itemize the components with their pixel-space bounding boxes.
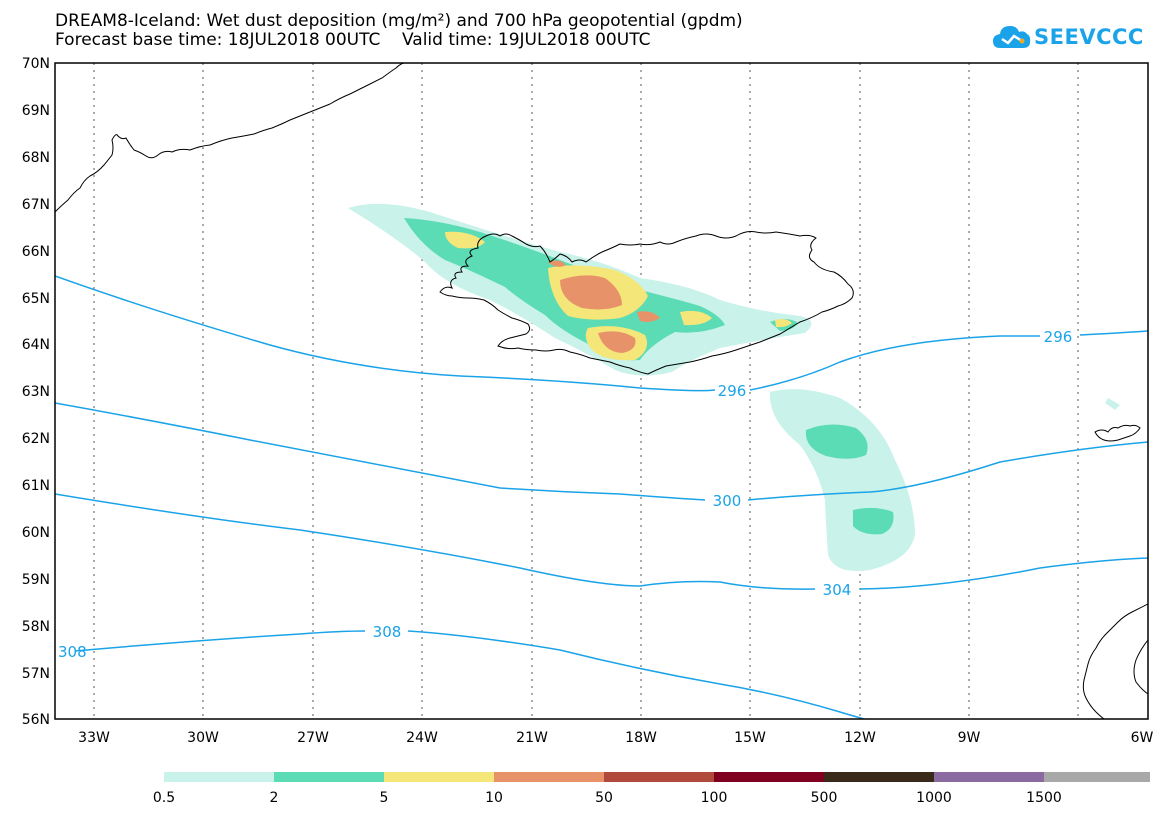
legend-label: 50 xyxy=(595,790,613,806)
legend-label: 2 xyxy=(270,790,279,806)
lat-label: 63N xyxy=(22,384,50,400)
map-title: DREAM8-Iceland: Wet dust deposition (mg/… xyxy=(55,11,743,31)
lat-label: 59N xyxy=(22,572,50,588)
legend-label: 1500 xyxy=(1026,790,1062,806)
contour-label-304: 304 xyxy=(823,581,852,599)
contour-label-296-east: 296 xyxy=(1044,328,1073,346)
lat-label: 62N xyxy=(22,431,50,447)
logo-text: SEEVCCC xyxy=(1034,25,1144,49)
geopotential-contours xyxy=(55,275,1148,719)
dust-area-5 xyxy=(445,231,485,249)
contour-label-308-west: 308 xyxy=(58,643,87,661)
contour-label-300: 300 xyxy=(713,492,742,510)
legend-swatch xyxy=(934,772,1044,782)
latitude-labels: 70N 69N 68N 67N 66N 65N 64N 63N 62N 61N … xyxy=(22,56,50,728)
grid-lines xyxy=(93,63,1079,719)
legend-colorbar xyxy=(164,772,1150,782)
map-subtitle: Forecast base time: 18JUL2018 00UTC Vali… xyxy=(55,30,651,50)
legend-swatch xyxy=(494,772,604,782)
faroe-islands xyxy=(1094,424,1141,442)
dust-area-10 xyxy=(560,275,622,310)
legend-swatch xyxy=(714,772,824,782)
lon-label: 24W xyxy=(406,730,438,746)
lon-label: 33W xyxy=(78,730,110,746)
lon-label: 9W xyxy=(958,730,981,746)
lon-label: 18W xyxy=(625,730,657,746)
contour-300 xyxy=(55,402,1148,501)
lon-label: 21W xyxy=(516,730,548,746)
lat-label: 68N xyxy=(22,150,50,166)
contour-labels: 296 296 300 304 308 308 xyxy=(58,328,1072,661)
lat-label: 61N xyxy=(22,478,50,494)
legend-label: 1000 xyxy=(916,790,952,806)
contour-296 xyxy=(55,275,1148,392)
contour-label-308: 308 xyxy=(373,623,402,641)
legend-label: 10 xyxy=(485,790,503,806)
lat-label: 60N xyxy=(22,525,50,541)
dust-deposition-shading xyxy=(348,203,1120,571)
legend-swatch xyxy=(274,772,384,782)
legend-label: 0.5 xyxy=(153,790,175,806)
scotland-coast xyxy=(1082,603,1148,719)
seevccc-logo: SEEVCCC xyxy=(992,20,1144,54)
legend-swatch xyxy=(164,772,274,782)
lon-label: 12W xyxy=(844,730,876,746)
greenland-coast xyxy=(55,63,405,213)
legend-swatch xyxy=(1044,772,1150,782)
legend-swatch xyxy=(824,772,934,782)
legend-labels: 0.5 2 5 10 50 100 500 1000 1500 xyxy=(153,790,1062,806)
lat-label: 66N xyxy=(22,244,50,260)
legend-swatch xyxy=(604,772,714,782)
lat-label: 70N xyxy=(22,56,50,72)
legend-swatch xyxy=(384,772,494,782)
contour-304 xyxy=(55,493,1148,590)
dust-area-0.5-south xyxy=(769,389,915,571)
lat-label: 67N xyxy=(22,197,50,213)
lat-label: 64N xyxy=(22,337,50,353)
iceland-coast xyxy=(439,231,854,375)
lat-label: 57N xyxy=(22,666,50,682)
legend-label: 5 xyxy=(380,790,389,806)
contour-308 xyxy=(74,630,867,719)
lat-label: 58N xyxy=(22,619,50,635)
lon-label: 15W xyxy=(734,730,766,746)
lon-label: 27W xyxy=(297,730,329,746)
lat-label: 65N xyxy=(22,291,50,307)
lon-label: 30W xyxy=(187,730,219,746)
longitude-labels: 33W 30W 27W 24W 21W 18W 15W 12W 9W 6W xyxy=(78,730,1153,746)
lon-label: 6W xyxy=(1131,730,1154,746)
lat-label: 56N xyxy=(22,712,50,728)
coastlines xyxy=(55,63,1148,719)
map-frame xyxy=(54,62,1149,720)
contour-label-296: 296 xyxy=(718,382,747,400)
cloud-icon xyxy=(993,26,1031,48)
legend-label: 500 xyxy=(811,790,838,806)
legend-label: 100 xyxy=(701,790,728,806)
lat-label: 69N xyxy=(22,103,50,119)
